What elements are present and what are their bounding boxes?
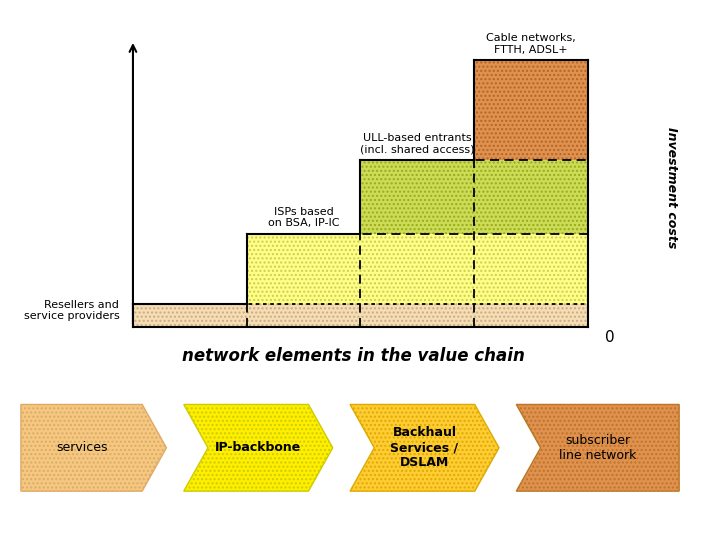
Text: Backhaul
Services /
DSLAM: Backhaul Services / DSLAM <box>390 426 459 469</box>
Text: subscriber
line network: subscriber line network <box>559 434 636 462</box>
Text: services: services <box>56 441 107 454</box>
Text: Investment costs: Investment costs <box>665 127 678 248</box>
Bar <box>133 304 588 327</box>
Text: IP-backbone: IP-backbone <box>215 441 301 454</box>
Text: Cable networks,
FTTH, ADSL+: Cable networks, FTTH, ADSL+ <box>486 33 576 55</box>
Text: 0: 0 <box>605 331 614 346</box>
Polygon shape <box>516 404 679 491</box>
Text: network elements in the value chain: network elements in the value chain <box>182 347 525 365</box>
Polygon shape <box>21 404 166 491</box>
Bar <box>247 234 588 327</box>
Bar <box>361 160 588 327</box>
Polygon shape <box>350 404 499 491</box>
Polygon shape <box>184 404 333 491</box>
Bar <box>474 60 588 327</box>
Text: ULL-based entrants
(incl. shared access): ULL-based entrants (incl. shared access) <box>360 133 474 155</box>
Text: Resellers and
service providers: Resellers and service providers <box>23 300 119 322</box>
Text: ISPs based
on BSA, IP-IC: ISPs based on BSA, IP-IC <box>268 207 339 228</box>
